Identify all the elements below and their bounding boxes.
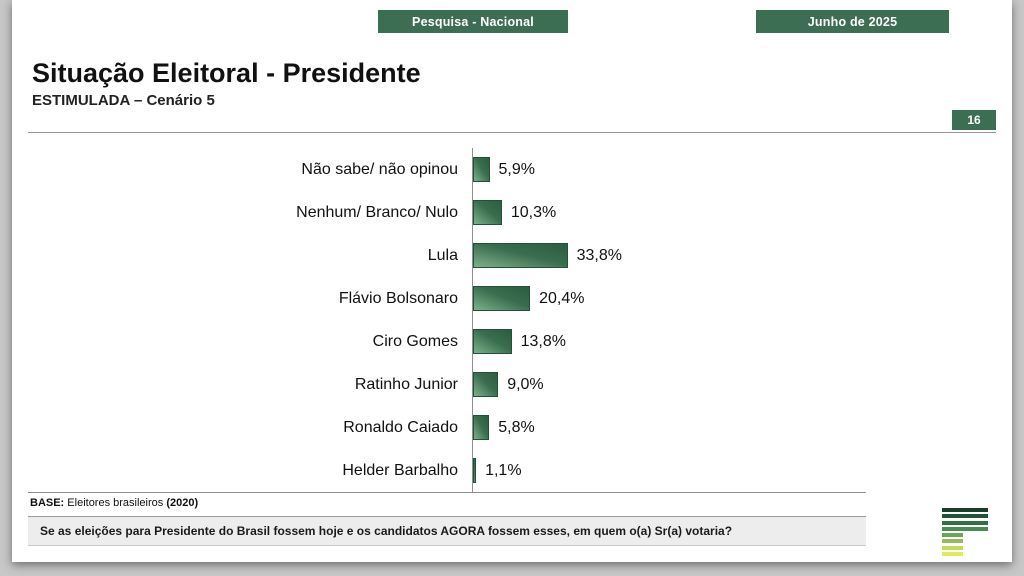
parana-pesquisas-stripes-logo <box>942 508 988 556</box>
logo-stripe <box>942 508 988 512</box>
bar <box>473 157 490 182</box>
survey-question: Se as eleições para Presidente do Brasil… <box>28 516 866 546</box>
bar <box>473 286 531 311</box>
logo-stripe <box>942 551 963 556</box>
logo-stripe <box>942 533 963 538</box>
page-number: 16 <box>967 113 981 127</box>
base-note-label: BASE: <box>30 497 65 509</box>
category-label: Flávio Bolsonaro <box>338 289 458 307</box>
bar-track: 5,8% <box>472 406 988 449</box>
page-title: Situação Eleitoral - Presidente <box>32 58 421 88</box>
value-label: 33,8% <box>576 246 622 264</box>
header-banner-date-label: Junho de 2025 <box>807 14 898 29</box>
logo-stripe <box>942 514 988 519</box>
bar-track: 9,0% <box>472 363 988 406</box>
base-note: BASE: Eleitores brasileiros (2020) <box>30 497 198 509</box>
bar <box>473 329 512 354</box>
header-banner-topic: Pesquisa - Nacional <box>378 10 568 33</box>
slide: Pesquisa - Nacional Junho de 2025 Situaç… <box>12 0 1012 562</box>
bar-track: 20,4% <box>472 277 988 320</box>
bar-track: 10,3% <box>472 191 988 234</box>
category-label: Ronaldo Caiado <box>343 418 458 436</box>
footer-divider <box>28 492 866 493</box>
base-note-text: Eleitores brasileiros <box>64 497 167 509</box>
value-label: 1,1% <box>485 461 522 479</box>
page-number-badge: 16 <box>952 110 996 130</box>
value-label: 10,3% <box>510 203 557 221</box>
chart-row: Não sabe/ não opinou 5,9% <box>28 148 988 191</box>
page-subtitle: ESTIMULADA – Cenário 5 <box>32 92 215 109</box>
bar <box>473 415 490 440</box>
bar-track: 33,8% <box>472 234 988 277</box>
logo-stripe <box>942 526 988 531</box>
chart-row: Nenhum/ Branco/ Nulo 10,3% <box>28 191 988 234</box>
category-label: Não sabe/ não opinou <box>301 160 458 178</box>
base-note-year: (2020) <box>166 497 199 509</box>
category-label: Helder Barbalho <box>342 461 458 479</box>
header-divider <box>28 132 996 133</box>
chart-row: Lula 33,8% <box>28 234 988 277</box>
chart-row: Helder Barbalho 1,1% <box>28 449 988 492</box>
chart-row: Ratinho Junior 9,0% <box>28 363 988 406</box>
header-banner-date: Junho de 2025 <box>756 10 949 33</box>
chart-row: Ronaldo Caiado 5,8% <box>28 406 988 449</box>
bar <box>473 458 477 483</box>
value-label: 13,8% <box>520 332 566 350</box>
category-label: Nenhum/ Branco/ Nulo <box>296 203 458 221</box>
logo-stripe <box>942 545 963 550</box>
category-label: Lula <box>427 246 458 264</box>
category-label: Ciro Gomes <box>372 332 458 350</box>
logo-stripe <box>942 539 963 544</box>
value-label: 5,9% <box>498 160 535 178</box>
category-label: Ratinho Junior <box>354 375 458 393</box>
bar-track: 1,1% <box>472 449 988 492</box>
logo-stripe <box>942 520 988 525</box>
bar-track: 5,9% <box>472 148 988 191</box>
value-label: 5,8% <box>498 418 535 436</box>
header-banner-topic-label: Pesquisa - Nacional <box>412 14 534 29</box>
value-label: 20,4% <box>539 289 585 307</box>
bar-track: 13,8% <box>472 320 988 363</box>
bar <box>473 200 502 225</box>
value-label: 9,0% <box>507 375 544 393</box>
bar <box>473 243 568 268</box>
chart-row: Flávio Bolsonaro 20,4% <box>28 277 988 320</box>
chart-row: Ciro Gomes 13,8% <box>28 320 988 363</box>
bar-chart: Não sabe/ não opinou 5,9% Nenhum/ Branco/ … <box>28 148 988 492</box>
bar <box>473 372 499 397</box>
